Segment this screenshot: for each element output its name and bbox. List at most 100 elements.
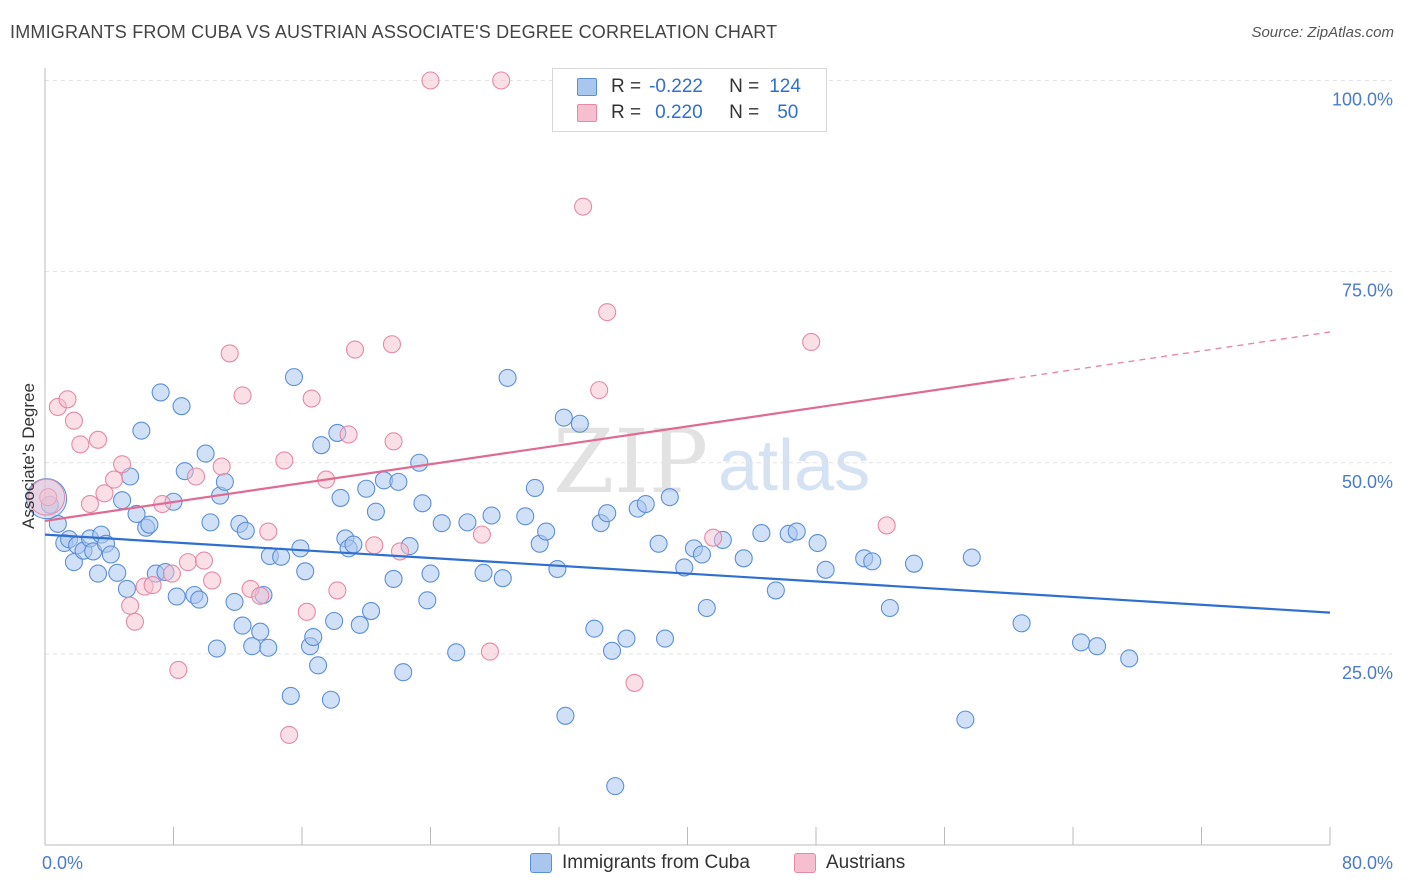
point-cuba	[108, 563, 127, 582]
point-cuba	[215, 472, 234, 491]
point-austrians	[345, 340, 365, 359]
point-cuba	[734, 549, 753, 568]
legend-swatch-austrians	[577, 104, 597, 122]
point-austrians	[113, 455, 132, 474]
point-austrians	[297, 602, 316, 621]
watermark: ZIP atlas	[553, 410, 870, 513]
point-cuba	[880, 598, 899, 618]
point-cuba	[101, 545, 120, 564]
legend-r-value: 0.220	[655, 102, 703, 123]
point-cuba	[482, 506, 501, 525]
point-cuba	[413, 494, 432, 513]
point-cuba	[554, 408, 573, 427]
point-austrians	[328, 581, 347, 600]
point-cuba	[675, 558, 694, 577]
point-cuba	[660, 488, 679, 507]
point-cuba	[140, 515, 159, 534]
point-cuba	[331, 488, 350, 507]
point-austrians	[574, 197, 593, 216]
point-austrians	[88, 430, 108, 449]
point-cuba	[418, 591, 437, 610]
point-cuba	[236, 521, 255, 540]
point-cuba	[366, 502, 385, 521]
point-cuba	[291, 539, 310, 558]
point-cuba	[251, 622, 270, 641]
watermark-atlas: atlas	[718, 426, 870, 506]
point-austrians	[259, 522, 278, 541]
point-austrians	[704, 528, 723, 547]
point-cuba	[304, 628, 323, 647]
y-tick-label: 100.0%	[1332, 90, 1393, 110]
point-cuba	[904, 554, 924, 573]
point-cuba	[548, 559, 567, 579]
series-legend-label: Immigrants from Cuba	[562, 852, 750, 873]
point-cuba	[636, 494, 655, 514]
point-cuba	[312, 436, 331, 455]
point-cuba	[432, 514, 451, 533]
point-austrians	[194, 551, 214, 570]
point-austrians	[95, 484, 114, 503]
point-cuba	[132, 421, 151, 440]
point-austrians	[121, 596, 140, 615]
point-cuba	[421, 564, 440, 583]
point-austrians	[877, 516, 896, 535]
point-austrians	[125, 612, 144, 631]
point-cuba	[233, 616, 252, 635]
point-austrians	[162, 564, 181, 583]
y-tick-label: 50.0%	[1342, 472, 1393, 492]
series-legend-austrians: Austrians	[794, 852, 905, 874]
point-austrians	[80, 494, 100, 514]
point-cuba	[752, 524, 771, 543]
x-tick-label-min: 0.0%	[42, 853, 83, 873]
gridlines	[45, 80, 1392, 655]
point-cuba	[617, 629, 636, 648]
legend-n-label: N =	[729, 102, 760, 123]
axes	[44, 68, 1331, 846]
point-austrians	[203, 571, 222, 590]
point-austrians	[64, 411, 83, 430]
y-tick-label: 75.0%	[1342, 281, 1393, 301]
correlation-legend: R = -0.222 N = 124 R = 0.220 N = 50	[552, 68, 827, 132]
point-cuba	[410, 453, 429, 472]
point-cuba	[537, 522, 556, 541]
point-cuba	[357, 479, 376, 498]
legend-n-label: N =	[729, 76, 760, 97]
legend-swatch-cuba	[577, 78, 597, 96]
series-legend-cuba: Immigrants from Cuba	[530, 852, 750, 874]
point-cuba	[570, 414, 589, 433]
series-swatch-austrians	[794, 853, 816, 873]
y-axis-title: Associate's Degree	[19, 383, 38, 529]
point-cuba	[787, 522, 806, 541]
point-cuba	[325, 611, 344, 631]
point-austrians	[472, 525, 491, 544]
point-cuba	[516, 507, 535, 526]
series-austrians-points	[28, 71, 896, 744]
point-austrians	[178, 553, 198, 572]
point-cuba	[697, 598, 716, 618]
point-cuba	[196, 444, 215, 463]
point-austrians	[220, 344, 239, 363]
point-cuba	[88, 564, 108, 583]
point-cuba	[207, 639, 226, 658]
point-cuba	[362, 602, 381, 621]
point-cuba	[808, 533, 827, 553]
point-cuba	[956, 710, 975, 729]
point-austrians	[421, 71, 440, 90]
point-cuba	[606, 777, 625, 796]
point-austrians	[186, 467, 206, 486]
trend-line-austrians	[44, 378, 1009, 522]
legend-row-cuba: R = -0.222 N = 124	[577, 75, 801, 99]
point-cuba	[816, 560, 835, 579]
point-cuba	[172, 397, 191, 416]
point-austrians	[598, 303, 617, 322]
point-cuba	[113, 491, 132, 510]
point-austrians	[302, 389, 321, 408]
point-cuba	[1071, 633, 1091, 652]
trend-line-cuba	[44, 533, 1331, 614]
point-cuba	[598, 504, 617, 523]
point-cuba	[321, 690, 340, 709]
point-cuba	[649, 534, 668, 553]
point-cuba	[394, 663, 413, 682]
point-austrians	[212, 457, 231, 476]
